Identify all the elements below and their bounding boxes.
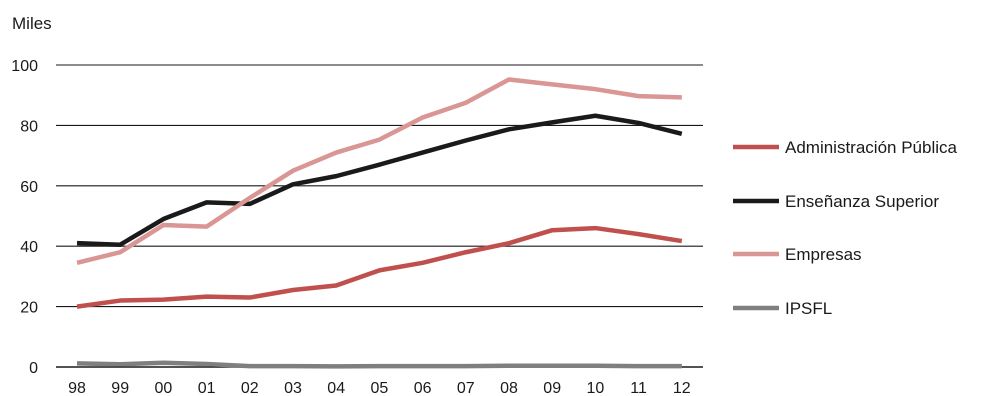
gridlines — [56, 64, 703, 368]
legend-label: Enseñanza Superior — [785, 192, 939, 211]
series-line-1 — [76, 113, 683, 247]
y-tick-label: 100 — [11, 58, 38, 75]
series-lines — [76, 77, 683, 369]
x-tick-label: 05 — [371, 380, 389, 396]
x-tick-label: 08 — [500, 380, 518, 396]
legend: Administración Pública Enseñanza Superior… — [733, 138, 958, 318]
y-tick-labels: 0 20 40 60 80 100 — [11, 58, 38, 377]
legend-label: IPSFL — [785, 299, 832, 318]
y-tick-label: 80 — [20, 118, 38, 135]
series-line-3 — [76, 360, 682, 369]
legend-label: Administración Pública — [785, 138, 958, 157]
x-tick-label: 07 — [457, 380, 475, 396]
y-tick-label: 20 — [20, 300, 38, 317]
x-tick-label: 98 — [68, 380, 86, 396]
y-tick-label: 0 — [29, 360, 38, 377]
x-tick-label: 10 — [587, 380, 605, 396]
x-tick-label: 01 — [198, 380, 216, 396]
y-tick-label: 40 — [20, 239, 38, 256]
x-tick-label: 00 — [155, 380, 173, 396]
x-tick-label: 12 — [673, 380, 691, 396]
y-tick-label: 60 — [20, 179, 38, 196]
x-tick-label: 03 — [284, 380, 302, 396]
x-tick-label: 99 — [111, 380, 129, 396]
x-tick-label: 06 — [414, 380, 432, 396]
legend-label: Empresas — [785, 245, 862, 264]
x-tick-labels: 98 99 00 01 02 03 04 05 06 07 08 09 10 11 12 — [68, 380, 691, 396]
y-axis-label: Miles — [12, 14, 52, 33]
series-line-0 — [76, 225, 683, 309]
x-tick-label: 09 — [543, 380, 561, 396]
x-tick-label: 02 — [241, 380, 259, 396]
x-tick-label: 11 — [630, 380, 647, 396]
series-line-2 — [76, 77, 682, 265]
x-tick-label: 04 — [327, 380, 345, 396]
